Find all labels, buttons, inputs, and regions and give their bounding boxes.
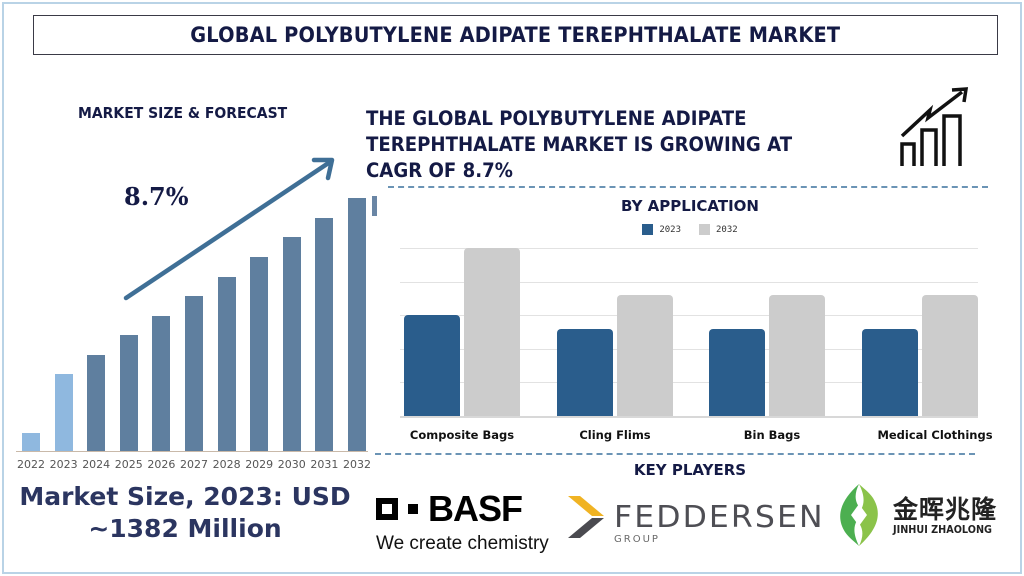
grid-line: [400, 281, 978, 283]
forecast-bar-2032: [348, 198, 366, 452]
application-category-label: Bin Bags: [743, 428, 801, 442]
year-label: 2027: [180, 458, 208, 471]
legend-label-2023: 2023: [659, 224, 681, 235]
jinhui-zhaolong-logo: 金晖兆隆 JINHUI ZHAOLONG: [835, 482, 1015, 562]
grid-line: [400, 315, 978, 317]
year-label: 2028: [212, 458, 241, 471]
legend-item-2032: 2032: [699, 224, 738, 235]
application-bar-2032: [922, 295, 978, 416]
forecast-bar-2025: [119, 335, 138, 452]
application-bar-2023: [709, 328, 765, 416]
basf-wordmark: BASF: [428, 488, 523, 529]
basf-tagline: We create chemistry: [376, 533, 549, 554]
market-size-summary: Market Size, 2023: USD ~1382 Million: [0, 481, 370, 545]
market-size-line2: ~1382 Million: [88, 514, 282, 543]
application-category-label: Cling Flims: [579, 428, 651, 442]
application-category-label: Composite Bags: [409, 428, 515, 442]
section-divider-top: [388, 186, 988, 188]
market-forecast-bar-chart: [16, 180, 368, 452]
market-forecast-heading: MARKET SIZE & FORECAST: [78, 104, 288, 122]
feddersen-logo: FEDDERSEN GROUP: [566, 494, 823, 554]
application-legend: 2023 2032: [380, 224, 1000, 235]
jinhui-chinese-name: 金晖兆隆: [893, 495, 998, 524]
legend-label-2032: 2032: [716, 224, 738, 235]
headline-line2: TEREPHTHALATE MARKET IS GROWING AT: [366, 133, 793, 156]
application-category-label: Medical Clothings: [877, 428, 993, 442]
year-label: 2029: [245, 458, 274, 471]
year-label: 2030: [277, 458, 306, 471]
legend-swatch-2023: [642, 224, 654, 235]
key-players-title: KEY PLAYERS: [633, 461, 747, 479]
year-label: 2022: [17, 458, 45, 471]
grid-line: [400, 382, 978, 384]
section-divider-bottom: [375, 453, 975, 455]
forecast-bar-2029: [250, 257, 269, 452]
application-chart-title: BY APPLICATION: [620, 197, 759, 215]
year-label: 2024: [82, 458, 111, 471]
forecast-bar-2022: [22, 433, 40, 452]
forecast-bar-2024: [87, 355, 106, 452]
basf-square-icon: [408, 504, 418, 514]
application-category-labels: Composite Bags Cling Flims Bin Bags Medical…: [400, 428, 993, 444]
year-label: 2025: [114, 458, 143, 471]
application-bar-2023: [862, 328, 918, 416]
year-label: 2032: [343, 458, 371, 471]
basf-logo: BASF We create chemistry: [376, 491, 566, 561]
jinhui-english-name: JINHUI ZHAOLONG: [893, 524, 992, 536]
feddersen-group-label: GROUP: [614, 534, 660, 545]
application-bar-2032: [769, 295, 825, 416]
grid-line: [400, 348, 978, 350]
cagr-headline: THE GLOBAL POLYBUTYLENE ADIPATE TEREPHTH…: [366, 106, 831, 184]
growth-chart-icon: [900, 87, 969, 166]
forecast-bar-2031: [315, 218, 334, 452]
page-title-box: GLOBAL POLYBUTYLENE ADIPATE TEREPHTHALAT…: [33, 15, 998, 55]
year-label: 2023: [49, 458, 78, 471]
year-label: 2026: [147, 458, 176, 471]
feddersen-wordmark: FEDDERSEN: [614, 500, 824, 535]
legend-item-2023: 2023: [642, 224, 681, 235]
forecast-bar-2026: [152, 316, 171, 452]
year-label: 2031: [310, 458, 339, 471]
forecast-bar-2023: [54, 374, 73, 452]
trend-arrow-icon: [123, 157, 335, 301]
market-size-line1: Market Size, 2023: USD: [19, 482, 351, 511]
forecast-bar-2027: [185, 296, 203, 452]
forecast-bar-2030: [282, 237, 301, 452]
forecast-bar-2028: [217, 277, 236, 452]
basf-square-outline-icon: [376, 498, 398, 520]
jinhui-leaf-icon: [840, 484, 878, 546]
application-bar-2023: [557, 328, 613, 416]
cagr-value: 8.7%: [124, 182, 189, 211]
legend-swatch-2032: [699, 224, 710, 235]
feddersen-chevron-icon: [568, 496, 604, 538]
headline-line1: THE GLOBAL POLYBUTYLENE ADIPATE: [366, 107, 747, 130]
forecast-year-labels: 2022 2023 2024 2025 2026 2027 2028 2029 2030 2031…: [16, 458, 371, 474]
application-bar-chart: [400, 248, 978, 416]
section-accent-bar: [372, 196, 377, 216]
application-bar-2032: [617, 295, 673, 416]
headline-line3: CAGR OF 8.7%: [366, 159, 513, 182]
application-x-axis: [400, 416, 978, 418]
application-bar-2032: [464, 248, 520, 416]
application-bar-2023: [404, 315, 460, 416]
page-title: GLOBAL POLYBUTYLENE ADIPATE TEREPHTHALAT…: [190, 23, 841, 47]
forecast-x-axis: [16, 451, 368, 452]
grid-line: [400, 248, 978, 249]
